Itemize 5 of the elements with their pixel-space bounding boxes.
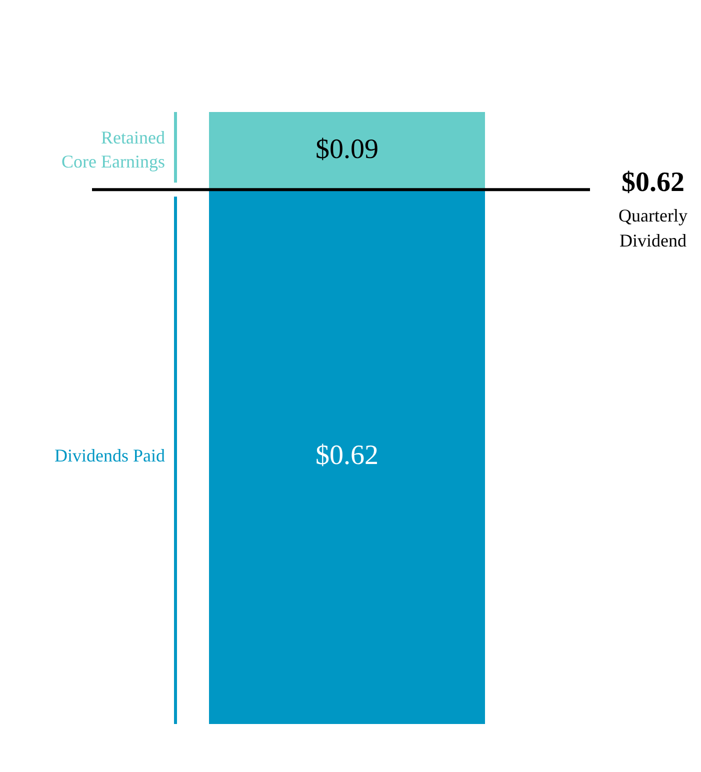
ref-line-label: $0.62 Quarterly Dividend bbox=[618, 166, 688, 250]
data-label: $0.09 bbox=[316, 134, 378, 166]
text: Retained Core Earnings bbox=[62, 128, 165, 172]
data-label: $0.62 bbox=[316, 440, 378, 472]
text: Dividends Paid bbox=[54, 446, 165, 466]
